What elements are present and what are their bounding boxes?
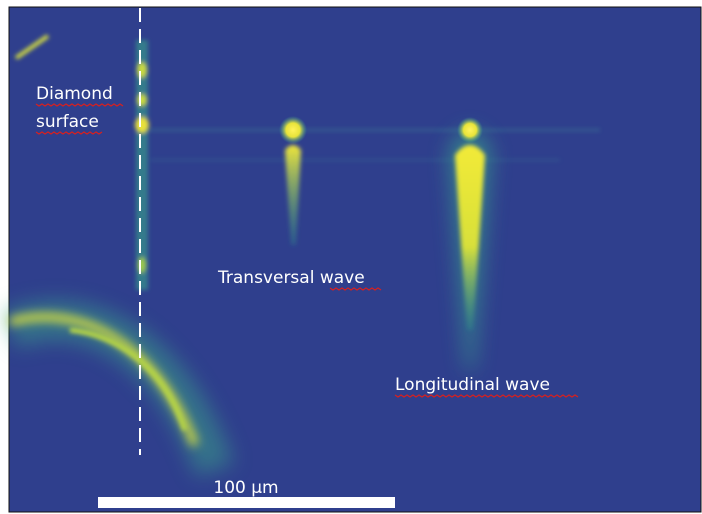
- transversal-label: Transversal wave: [217, 268, 365, 288]
- longitudinal-wave-signal: [448, 117, 492, 370]
- surface-bright-line: [135, 40, 149, 290]
- diamond-label: Diamond: [36, 84, 113, 104]
- image-background: [8, 6, 702, 513]
- spellcheck-underline: [35, 103, 124, 107]
- horizontal-streaks: [140, 128, 600, 161]
- scale-bar-label: 100 µm: [213, 478, 278, 498]
- spellcheck-underline: [394, 394, 579, 398]
- longitudinal-label: Longitudinal wave: [395, 375, 550, 395]
- surface-label: surface: [36, 112, 99, 132]
- scale-bar: [98, 497, 395, 508]
- spellcheck-underline: [35, 131, 103, 135]
- transversal-wave-signal: [279, 116, 307, 245]
- bottom-arc: [2, 300, 234, 477]
- spellcheck-underline: [329, 287, 382, 291]
- corner-streak: [14, 34, 50, 60]
